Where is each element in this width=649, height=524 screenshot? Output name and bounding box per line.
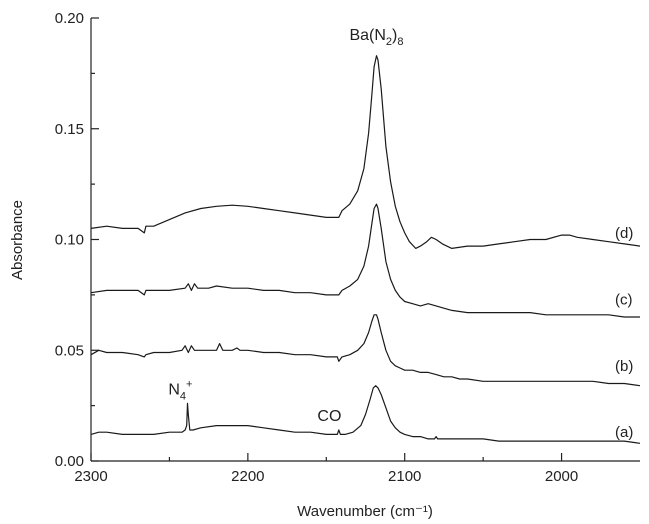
- y-tick-label: 0.05: [55, 342, 84, 359]
- y-tick-label: 0.15: [55, 121, 84, 138]
- axis-ticks: [90, 17, 563, 462]
- y-tick-label: 0.00: [55, 453, 84, 470]
- y-axis-title: Absorbance: [9, 200, 26, 280]
- annotation-ba: Ba(N2)8: [349, 27, 403, 48]
- annotation-co: CO: [317, 408, 341, 425]
- spectrum-line-d: [90, 55, 641, 249]
- annotation-n4: N4+: [168, 379, 192, 403]
- spectrum-line-c: [90, 203, 640, 318]
- x-tick-label: 2300: [74, 468, 107, 485]
- y-tick-label: 0.20: [55, 10, 84, 27]
- peak-annotations: Ba(N2)8 N4+ CO: [168, 27, 403, 425]
- x-tick-label: 2200: [231, 468, 264, 485]
- spectra-traces: [90, 55, 641, 444]
- axis-tick-labels: 0.00 0.05 0.10 0.15 0.20 2300 2200 2100 2000: [55, 10, 578, 485]
- y-tick-label: 0.10: [55, 232, 84, 249]
- series-label-b: (b): [615, 358, 633, 375]
- series-label-a: (a): [615, 424, 633, 441]
- x-tick-label: 2100: [388, 468, 421, 485]
- x-tick-label: 2000: [545, 468, 578, 485]
- series-label-d: (d): [615, 225, 633, 242]
- spectrum-line-b: [90, 314, 641, 387]
- series-label-c: (c): [615, 291, 633, 308]
- series-labels: (d) (c) (b) (a): [615, 225, 633, 441]
- spectrum-line-a: [90, 385, 641, 444]
- x-axis-title: Wavenumber (cm⁻¹): [297, 503, 433, 520]
